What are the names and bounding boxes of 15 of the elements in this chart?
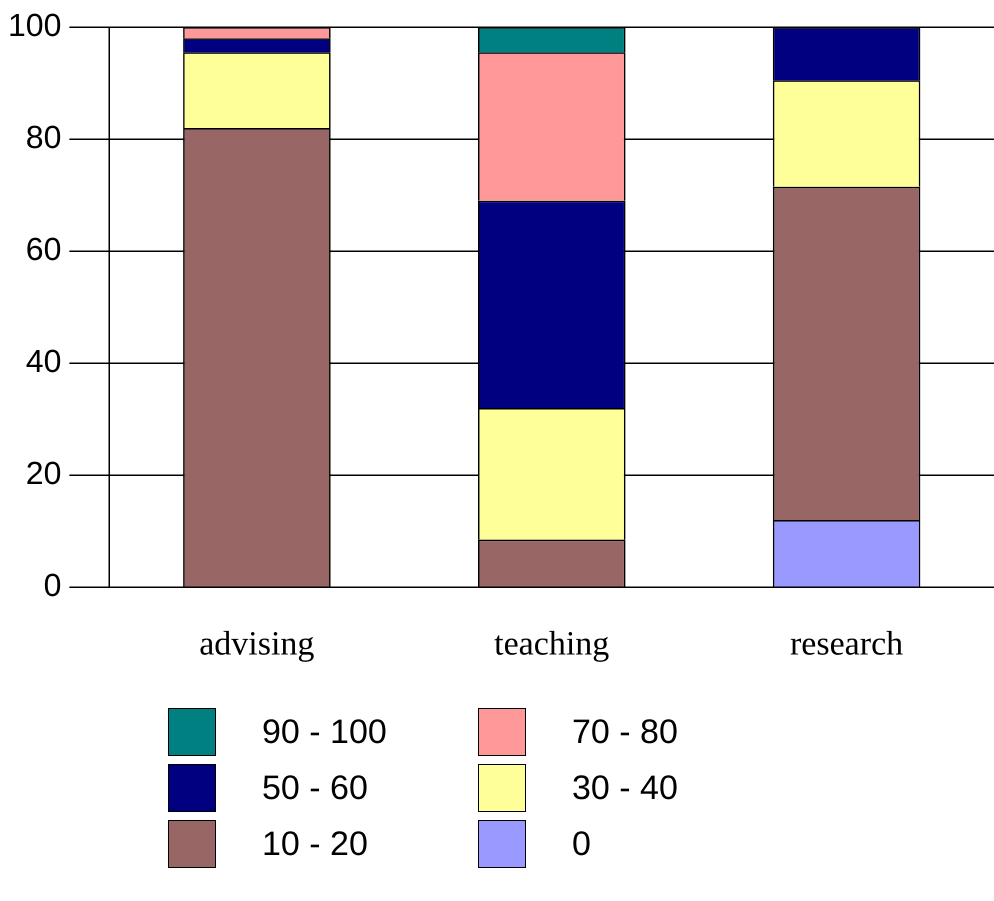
y-tick-label: 60 (26, 231, 62, 268)
x-tick-label: teaching (494, 626, 610, 663)
x-tick-label: research (790, 626, 904, 663)
y-tick-label: 20 (26, 455, 62, 492)
legend-label: 0 (572, 824, 591, 864)
y-tick-label: 100 (8, 7, 62, 44)
y-tick-label: 40 (26, 343, 62, 380)
legend-label: 10 - 20 (262, 824, 368, 864)
legend-label: 70 - 80 (572, 712, 678, 752)
legend-label: 30 - 40 (572, 768, 678, 808)
y-tick-label: 80 (26, 119, 62, 156)
legend-label: 50 - 60 (262, 768, 368, 808)
y-tick-label: 0 (44, 567, 62, 604)
legend-label: 90 - 100 (262, 712, 387, 752)
x-tick-label: advising (199, 626, 314, 663)
